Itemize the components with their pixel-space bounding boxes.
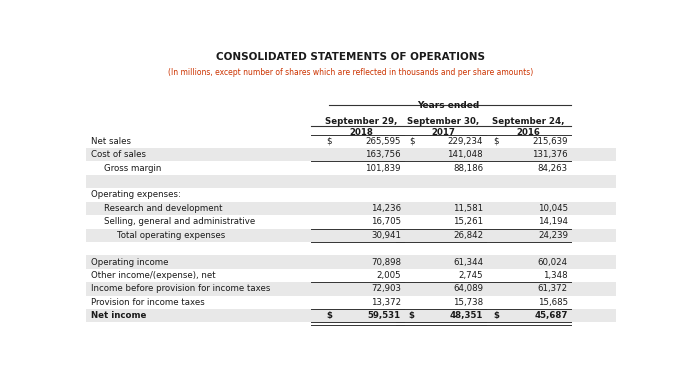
Text: 48,351: 48,351 (449, 311, 483, 320)
Text: 13,372: 13,372 (371, 298, 401, 307)
Text: Operating expenses:: Operating expenses: (91, 190, 181, 200)
Text: Selling, general and administrative: Selling, general and administrative (104, 217, 255, 226)
Text: 10,045: 10,045 (538, 204, 568, 213)
Text: 141,048: 141,048 (447, 150, 483, 159)
Text: 72,903: 72,903 (371, 284, 401, 293)
Text: 84,263: 84,263 (538, 164, 568, 172)
Text: 14,194: 14,194 (538, 217, 568, 226)
Bar (86, 255, 616, 269)
Text: Provision for income taxes: Provision for income taxes (91, 298, 205, 307)
Bar (86, 148, 616, 161)
Text: 16,705: 16,705 (371, 217, 401, 226)
Text: 26,842: 26,842 (453, 231, 483, 240)
Text: 70,898: 70,898 (371, 258, 401, 267)
Bar (86, 202, 616, 215)
Text: $: $ (327, 311, 332, 320)
Text: 15,685: 15,685 (538, 298, 568, 307)
Text: 61,344: 61,344 (453, 258, 483, 267)
Bar (86, 175, 616, 188)
Text: $: $ (327, 137, 332, 146)
Text: 61,372: 61,372 (538, 284, 568, 293)
Text: Research and development: Research and development (104, 204, 222, 213)
Text: Total operating expenses: Total operating expenses (118, 231, 226, 240)
Text: 163,756: 163,756 (365, 150, 401, 159)
Text: 15,738: 15,738 (453, 298, 483, 307)
Text: 1,348: 1,348 (543, 271, 568, 280)
Text: 101,839: 101,839 (365, 164, 401, 172)
Text: 45,687: 45,687 (534, 311, 568, 320)
Text: Net sales: Net sales (91, 137, 131, 146)
Text: September 30,
2017: September 30, 2017 (407, 117, 479, 137)
Text: 11,581: 11,581 (453, 204, 483, 213)
Text: Operating income: Operating income (91, 258, 168, 267)
Text: 215,639: 215,639 (532, 137, 568, 146)
Text: Gross margin: Gross margin (104, 164, 161, 172)
Text: CONSOLIDATED STATEMENTS OF OPERATIONS: CONSOLIDATED STATEMENTS OF OPERATIONS (216, 52, 485, 62)
Text: 30,941: 30,941 (371, 231, 401, 240)
Text: September 24,
2016: September 24, 2016 (492, 117, 564, 137)
Text: $: $ (409, 137, 415, 146)
Text: 2,005: 2,005 (376, 271, 401, 280)
Text: 265,595: 265,595 (365, 137, 401, 146)
Text: $: $ (494, 137, 499, 146)
Text: (In millions, except number of shares which are reflected in thousands and per s: (In millions, except number of shares wh… (168, 68, 533, 77)
Text: Cost of sales: Cost of sales (91, 150, 146, 159)
Text: 88,186: 88,186 (453, 164, 483, 172)
Text: 229,234: 229,234 (447, 137, 483, 146)
Text: 64,089: 64,089 (453, 284, 483, 293)
Bar (86, 228, 616, 242)
Text: Income before provision for income taxes: Income before provision for income taxes (91, 284, 270, 293)
Text: 131,376: 131,376 (532, 150, 568, 159)
Text: 2,745: 2,745 (458, 271, 483, 280)
Text: 14,236: 14,236 (371, 204, 401, 213)
Bar (86, 282, 616, 296)
Text: 60,024: 60,024 (538, 258, 568, 267)
Text: 59,531: 59,531 (368, 311, 401, 320)
Text: 24,239: 24,239 (538, 231, 568, 240)
Bar (86, 309, 616, 322)
Text: $: $ (409, 311, 415, 320)
Text: Years ended: Years ended (417, 101, 479, 110)
Text: $: $ (494, 311, 500, 320)
Text: Net income: Net income (91, 311, 146, 320)
Text: 15,261: 15,261 (453, 217, 483, 226)
Text: September 29,
2018: September 29, 2018 (325, 117, 397, 137)
Text: Other income/(expense), net: Other income/(expense), net (91, 271, 215, 280)
